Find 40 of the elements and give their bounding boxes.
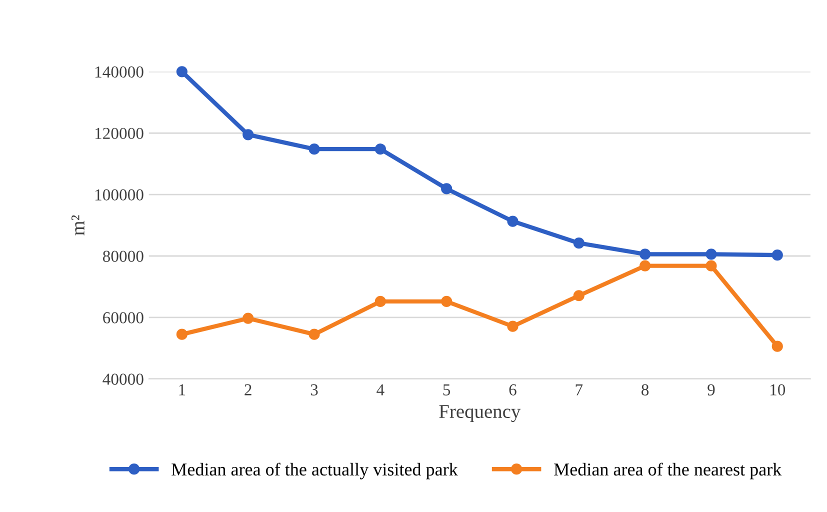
legend-label: Median area of the actually visited park	[172, 462, 458, 480]
point	[573, 290, 584, 302]
x-tick-label: 3	[310, 384, 318, 396]
point	[507, 216, 518, 227]
point	[242, 312, 254, 324]
point	[640, 260, 651, 272]
point	[706, 248, 717, 260]
y-tick-label: 60000	[103, 312, 144, 324]
y-tick-label: 100000	[95, 189, 144, 201]
x-tick-label: 8	[642, 384, 649, 396]
x-tick-label: 6	[509, 384, 516, 396]
y-axis-title: m²	[71, 215, 84, 236]
x-tick-label: 7	[576, 384, 583, 396]
y-tick-label: 40000	[102, 374, 144, 385]
point	[374, 144, 386, 155]
point	[441, 183, 452, 194]
point	[308, 144, 320, 155]
point	[772, 250, 783, 261]
x-tick-label: 1	[179, 384, 186, 396]
legend-label: Median area of the nearest park	[554, 462, 782, 480]
x-tick-label: 4	[376, 384, 384, 396]
x-tick-label: 10	[770, 384, 786, 396]
point	[308, 328, 320, 340]
x-tick-label: 2	[244, 384, 252, 396]
x-tick-label: 5	[443, 384, 450, 396]
point	[573, 238, 584, 249]
point	[374, 296, 386, 308]
point	[640, 248, 651, 260]
y-tick-label: 80000	[102, 250, 144, 262]
point	[176, 328, 188, 340]
point	[441, 296, 452, 308]
x-tick-label: 9	[708, 384, 715, 396]
point	[507, 320, 518, 332]
x-axis-title: Frequency	[439, 405, 521, 422]
point	[772, 340, 783, 352]
y-tick-label: 120000	[95, 128, 144, 140]
point	[706, 260, 717, 272]
point	[242, 129, 254, 140]
y-tick-label: 140000	[95, 66, 144, 78]
point	[176, 66, 188, 78]
